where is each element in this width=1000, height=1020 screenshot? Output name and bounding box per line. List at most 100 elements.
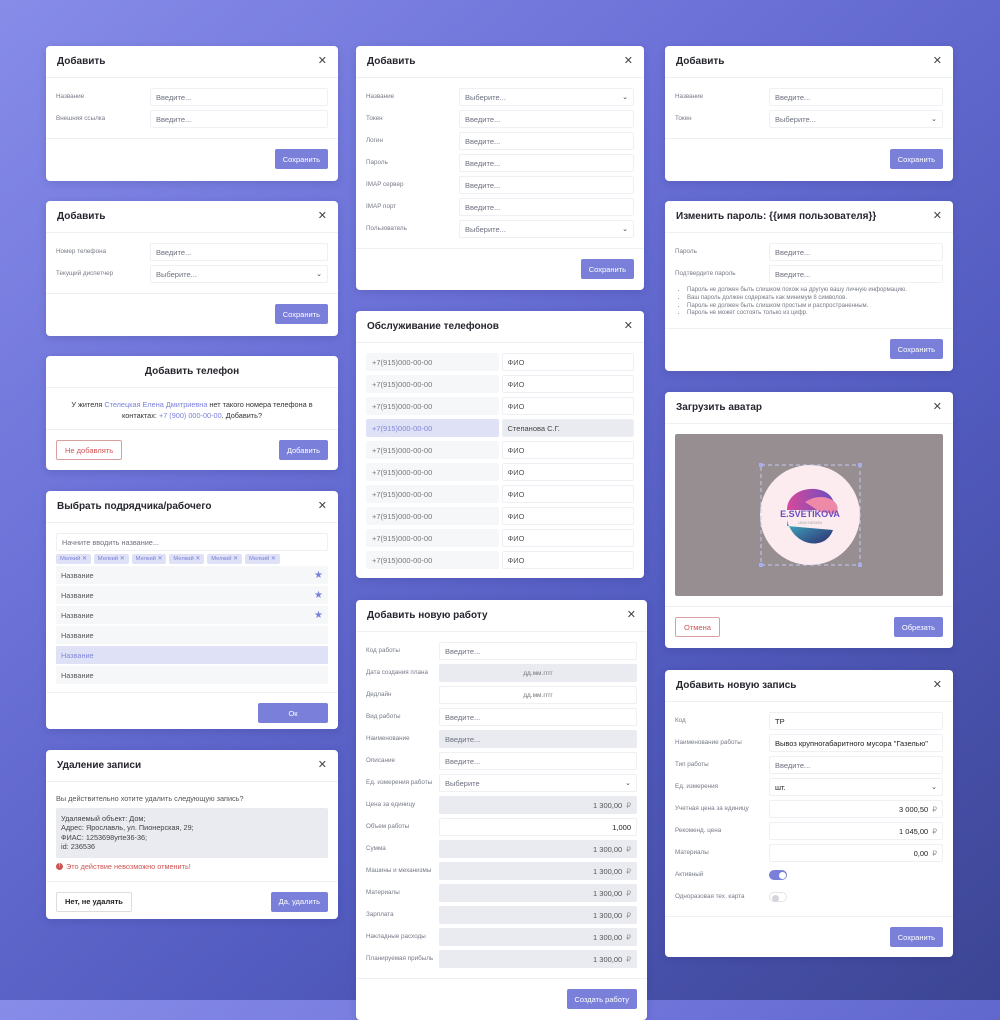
input-field[interactable]: 1 300,00 ₽ — [439, 840, 637, 858]
input-field[interactable]: Введите... — [459, 176, 634, 194]
name-field[interactable]: ФИО — [501, 485, 634, 503]
input-field[interactable]: Введите... — [459, 132, 634, 150]
input-field[interactable]: дд.мм.гггг — [439, 686, 637, 704]
close-icon[interactable]: ✕ — [317, 759, 327, 771]
confirm-button[interactable]: Сохранить — [889, 339, 943, 360]
filter-chip[interactable]: Мелкий ✕ — [207, 554, 242, 564]
input-field[interactable]: ТР — [769, 712, 943, 730]
input-field[interactable]: 0,00 ₽ — [769, 844, 943, 862]
list-item[interactable]: Название ★ — [56, 586, 328, 604]
chip-remove-icon[interactable]: ✕ — [269, 556, 276, 562]
name-field[interactable]: ФИО — [501, 507, 634, 525]
close-icon[interactable]: ✕ — [317, 55, 327, 67]
input-field[interactable]: Введите... — [459, 110, 634, 128]
star-icon[interactable]: ★ — [314, 589, 323, 601]
input-field[interactable]: 1,000 — [439, 818, 637, 836]
phone-field[interactable]: +7(915)000-00-00 — [366, 419, 499, 437]
ok-button[interactable]: Ок — [258, 703, 328, 723]
chip-remove-icon[interactable]: ✕ — [80, 556, 87, 562]
star-icon[interactable]: ★ — [314, 609, 323, 621]
name-field[interactable]: ФИО — [501, 397, 634, 415]
input-field[interactable]: Введите... — [439, 730, 637, 748]
close-icon[interactable]: ✕ — [626, 609, 636, 621]
select-field[interactable]: Выберите... ⌄ — [459, 88, 634, 106]
crop-area[interactable]: E.SVETIKOVA UI/UX DESIGN — [675, 434, 943, 596]
input-field[interactable]: Введите... — [459, 198, 634, 216]
list-item[interactable]: Название ★ — [56, 606, 328, 624]
phone-field[interactable]: +7(915)000-00-00 — [366, 353, 499, 371]
list-item[interactable]: Название ★ — [56, 566, 328, 584]
name-field[interactable]: ФИО — [501, 463, 634, 481]
chip-remove-icon[interactable]: ✕ — [155, 556, 163, 562]
chip-remove-icon[interactable]: ✕ — [231, 556, 238, 562]
list-item[interactable]: Название — [56, 646, 328, 664]
close-icon[interactable]: ✕ — [623, 55, 633, 67]
toggle-switch[interactable] — [769, 870, 787, 880]
input-field[interactable]: 1 300,00 ₽ — [439, 862, 637, 880]
crop-handle[interactable] — [858, 463, 862, 467]
cancel-button[interactable]: Отмена — [675, 617, 720, 637]
chip-remove-icon[interactable]: ✕ — [118, 556, 125, 562]
input-field[interactable]: Введите... — [150, 88, 328, 106]
confirm-button[interactable]: Сохранить — [274, 149, 328, 169]
crop-handle[interactable] — [759, 563, 763, 567]
input-field[interactable]: Введите... — [769, 265, 943, 283]
phone-field[interactable]: +7(915)000-00-00 — [366, 375, 499, 393]
confirm-button[interactable]: Сохранить — [889, 927, 943, 947]
name-field[interactable]: ФИО — [501, 551, 634, 569]
input-field[interactable]: дд.мм.гггг — [439, 664, 637, 682]
input-field[interactable]: Введите... — [439, 708, 637, 726]
select-field[interactable]: Выберите... ⌄ — [769, 110, 943, 128]
chip-remove-icon[interactable]: ✕ — [193, 556, 201, 562]
input-field[interactable]: 1 300,00 ₽ — [439, 928, 637, 946]
filter-chip[interactable]: Мелкий ✕ — [131, 554, 167, 564]
input-field[interactable]: Введите... — [769, 88, 943, 106]
input-field[interactable]: Введите... — [459, 154, 634, 172]
search-input[interactable]: Начните вводить название... — [56, 533, 328, 551]
confirm-button[interactable]: Сохранить — [580, 259, 634, 279]
input-field[interactable]: Введите... — [150, 243, 328, 261]
input-field[interactable]: 1 300,00 ₽ — [439, 950, 637, 968]
filter-chip[interactable]: Мелкий ✕ — [93, 554, 129, 564]
chevron-down-icon[interactable]: ⌄ — [622, 226, 628, 233]
close-icon[interactable]: ✕ — [317, 210, 327, 222]
confirm-button[interactable]: Создать работу — [566, 989, 637, 1009]
input-field[interactable]: Введите... — [150, 110, 328, 128]
input-field[interactable]: Введите... — [439, 642, 637, 660]
chevron-down-icon[interactable]: ⌄ — [622, 94, 628, 101]
input-field[interactable]: 1 300,00 ₽ — [439, 906, 637, 924]
name-field[interactable]: ФИО — [501, 529, 634, 547]
name-field[interactable]: ФИО — [501, 353, 634, 371]
close-icon[interactable]: ✕ — [623, 320, 633, 332]
confirm-button[interactable]: Да, удалить — [270, 891, 328, 912]
message-phone[interactable]: +7 (900) 000-00-00 — [158, 410, 222, 420]
name-field[interactable]: ФИО — [501, 375, 634, 393]
close-icon[interactable]: ✕ — [317, 500, 327, 512]
select-field[interactable]: Выберите ⌄ — [439, 774, 637, 792]
close-icon[interactable]: ✕ — [932, 55, 942, 67]
select-field[interactable]: Выберите... ⌄ — [150, 265, 328, 283]
input-field[interactable]: Введите... — [769, 243, 943, 261]
crop-frame[interactable] — [760, 464, 861, 566]
input-field[interactable]: Введите... — [439, 752, 637, 770]
filter-chip[interactable]: Мелкий ✕ — [56, 554, 91, 564]
input-field[interactable]: 1 300,00 ₽ — [439, 796, 637, 814]
confirm-button[interactable]: Обрезать — [893, 617, 943, 637]
list-item[interactable]: Название — [56, 626, 328, 644]
message-resident[interactable]: Стелецкая Елена Дмитриевна — [104, 400, 208, 409]
crop-handle[interactable] — [858, 563, 862, 567]
phone-field[interactable]: +7(915)000-00-00 — [366, 529, 499, 547]
list-item[interactable]: Название — [56, 666, 328, 684]
phone-field[interactable]: +7(915)000-00-00 — [366, 507, 499, 525]
phone-field[interactable]: +7(915)000-00-00 — [366, 397, 499, 415]
cancel-button[interactable]: Не добавлять — [56, 440, 123, 461]
chevron-down-icon[interactable]: ⌄ — [625, 780, 631, 787]
close-icon[interactable]: ✕ — [932, 679, 942, 691]
input-field[interactable]: Вывоз крупногабаритного мусора "Газелью" — [769, 734, 943, 752]
input-field[interactable]: 1 045,00 ₽ — [769, 822, 943, 840]
crop-handle[interactable] — [759, 463, 763, 467]
confirm-button[interactable]: Добавить — [278, 440, 328, 461]
filter-chip[interactable]: Мелкий ✕ — [169, 554, 205, 564]
cancel-button[interactable]: Нет, не удалять — [56, 891, 132, 912]
phone-field[interactable]: +7(915)000-00-00 — [366, 485, 499, 503]
